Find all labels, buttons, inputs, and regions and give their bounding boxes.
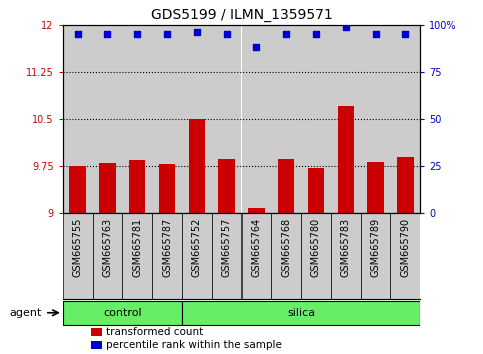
Bar bbox=[99, 163, 115, 213]
Bar bbox=[242, 25, 271, 213]
Text: transformed count: transformed count bbox=[106, 327, 203, 337]
Text: GSM665763: GSM665763 bbox=[102, 218, 113, 277]
Bar bbox=[361, 25, 390, 213]
FancyBboxPatch shape bbox=[63, 301, 182, 325]
Text: silica: silica bbox=[287, 308, 315, 318]
Bar bbox=[390, 25, 420, 213]
Bar bbox=[278, 159, 294, 213]
Point bbox=[133, 32, 141, 37]
Bar bbox=[91, 328, 102, 336]
Bar bbox=[122, 25, 152, 213]
Bar bbox=[390, 213, 420, 299]
Bar bbox=[159, 164, 175, 213]
Point bbox=[163, 32, 171, 37]
Bar bbox=[248, 208, 265, 213]
Point bbox=[342, 24, 350, 29]
Bar bbox=[93, 25, 122, 213]
Text: GSM665783: GSM665783 bbox=[341, 218, 351, 277]
Bar bbox=[63, 213, 93, 299]
Bar bbox=[93, 213, 122, 299]
Text: GSM665790: GSM665790 bbox=[400, 218, 411, 277]
Point bbox=[401, 32, 409, 37]
Bar bbox=[212, 213, 242, 299]
Bar bbox=[70, 166, 86, 213]
Bar bbox=[189, 119, 205, 213]
Bar bbox=[308, 168, 324, 213]
Bar bbox=[182, 213, 212, 299]
Point bbox=[253, 45, 260, 50]
Point bbox=[74, 32, 82, 37]
Text: GSM665781: GSM665781 bbox=[132, 218, 142, 277]
Bar bbox=[301, 213, 331, 299]
Bar bbox=[122, 213, 152, 299]
Title: GDS5199 / ILMN_1359571: GDS5199 / ILMN_1359571 bbox=[151, 8, 332, 22]
Bar bbox=[338, 107, 354, 213]
Text: GSM665789: GSM665789 bbox=[370, 218, 381, 277]
Bar bbox=[212, 25, 242, 213]
Point bbox=[223, 32, 230, 37]
Point bbox=[104, 32, 112, 37]
Text: control: control bbox=[103, 308, 142, 318]
Text: GSM665787: GSM665787 bbox=[162, 218, 172, 277]
Bar bbox=[368, 162, 384, 213]
Bar bbox=[331, 25, 361, 213]
FancyBboxPatch shape bbox=[182, 301, 420, 325]
Bar bbox=[63, 25, 93, 213]
Bar bbox=[301, 25, 331, 213]
Bar bbox=[331, 213, 361, 299]
Point bbox=[372, 32, 380, 37]
Bar bbox=[152, 25, 182, 213]
Bar bbox=[271, 25, 301, 213]
Text: GSM665752: GSM665752 bbox=[192, 218, 202, 277]
Bar bbox=[182, 25, 212, 213]
Text: agent: agent bbox=[10, 308, 42, 318]
Text: GSM665768: GSM665768 bbox=[281, 218, 291, 277]
Text: GSM665757: GSM665757 bbox=[222, 218, 232, 277]
Point bbox=[282, 32, 290, 37]
Point bbox=[312, 32, 320, 37]
Bar bbox=[129, 160, 145, 213]
Point bbox=[193, 29, 201, 35]
Text: percentile rank within the sample: percentile rank within the sample bbox=[106, 340, 282, 350]
Text: GSM665780: GSM665780 bbox=[311, 218, 321, 277]
Bar bbox=[91, 341, 102, 349]
Bar bbox=[242, 213, 271, 299]
Text: GSM665764: GSM665764 bbox=[251, 218, 261, 277]
Bar bbox=[271, 213, 301, 299]
Bar bbox=[361, 213, 390, 299]
Bar bbox=[397, 157, 413, 213]
Bar bbox=[218, 159, 235, 213]
Bar bbox=[152, 213, 182, 299]
Text: GSM665755: GSM665755 bbox=[72, 218, 83, 277]
